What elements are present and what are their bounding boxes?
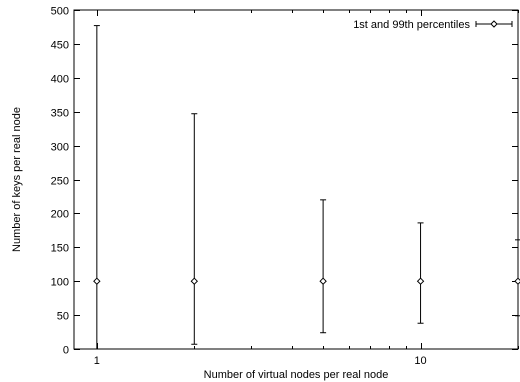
y-tick-label: 100: [51, 277, 69, 289]
legend-label: 1st and 99th percentiles: [353, 19, 470, 31]
data-point: [190, 277, 199, 285]
data-point: [416, 277, 425, 285]
data-point: [319, 277, 327, 285]
x-axis-label: Number of virtual nodes per real node: [204, 369, 389, 381]
legend-marker: [490, 20, 498, 28]
y-tick-label: 450: [51, 40, 69, 52]
y-tick-label: 500: [51, 6, 69, 18]
data-point: [514, 277, 520, 285]
y-tick-label: 250: [51, 176, 69, 188]
y-tick-label: 400: [51, 74, 69, 86]
y-axis-label: Number of keys per real node: [11, 107, 23, 252]
plot-border: [73, 9, 519, 350]
data-point: [93, 277, 101, 285]
x-tick-label: 10: [414, 355, 426, 367]
y-tick-label: 0: [63, 345, 69, 357]
y-tick-label: 150: [51, 243, 69, 255]
y-tick-label: 300: [51, 142, 69, 154]
y-tick-label: 200: [51, 209, 69, 221]
y-tick-label: 50: [57, 311, 69, 323]
x-tick-label: 1: [94, 355, 100, 367]
y-tick-label: 350: [51, 108, 69, 120]
